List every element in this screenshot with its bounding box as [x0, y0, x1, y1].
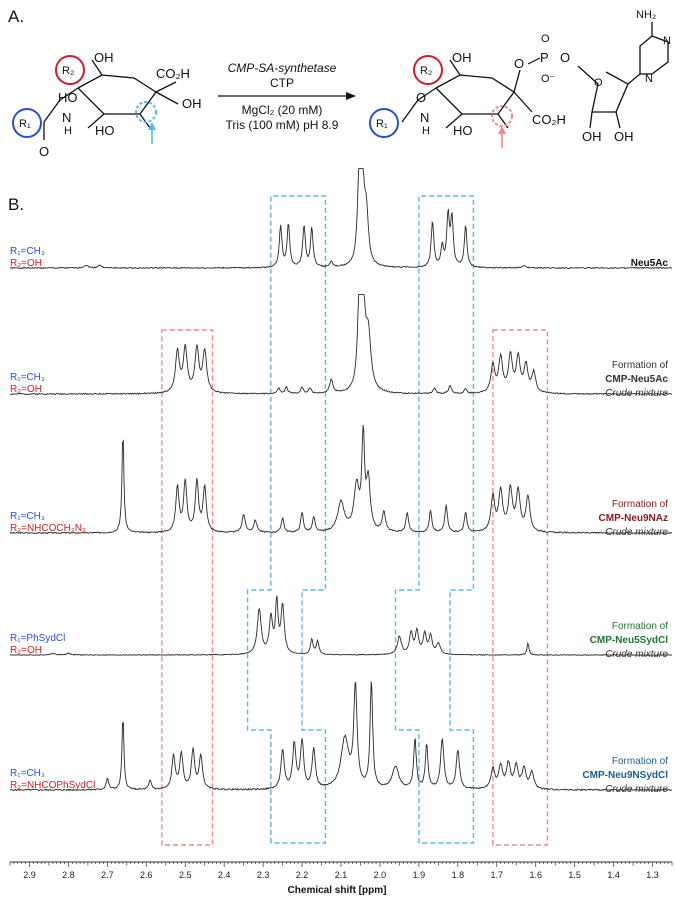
product-p-oxo: O — [541, 33, 550, 45]
row-3-r2-label: R₂=NHCOCH₂N₃ — [10, 523, 86, 534]
condition-2: Tris (100 mM) pH 8.9 — [226, 118, 339, 132]
row-1-compound-label-1: Neu5Ac — [631, 258, 669, 269]
x-tick-label: 2.7 — [101, 870, 114, 880]
row-3-compound-label-2: CMP-Neu9NAz — [599, 513, 668, 524]
row-3-compound-label-1: Formation of — [612, 499, 668, 510]
row-4-compound-label-2: CMP-Neu5SydCl — [590, 635, 669, 646]
product-p-oneg: O⁻ — [541, 73, 556, 85]
product-ribose-o: O — [594, 77, 603, 89]
spectrum-5 — [9, 681, 673, 792]
row-2-compound-label-2: CMP-Neu5Ac — [605, 374, 668, 385]
substrate-co2h: CO₂H — [156, 66, 190, 81]
x-tick-label: 2.0 — [374, 870, 387, 880]
spectrum-4 — [9, 595, 673, 656]
x-tick-label: 1.3 — [646, 870, 659, 880]
spectrum-2 — [9, 294, 673, 396]
row-2-r2-label: R₂=OH — [10, 384, 42, 395]
row-1-r2-label: R₂=OH — [10, 258, 42, 269]
row-5-compound-label-2: CMP-Neu9NSydCl — [582, 770, 668, 781]
product-oh-top: OH — [452, 50, 472, 65]
spectrum-3 — [9, 424, 673, 535]
row-5-r1-label: R₁=CH₃ — [10, 768, 45, 779]
product-cyt-n2: N — [645, 73, 653, 85]
row-4-r2-label: R₂=OH — [10, 645, 42, 656]
row-2-compound-label-1: Formation of — [612, 360, 668, 371]
row-5-compound-label-1: Formation of — [612, 756, 668, 767]
condition-1: MgCl₂ (20 mM) — [242, 103, 323, 117]
product-p: P — [540, 50, 549, 65]
x-axis: 2.9 2.8 2.7 2.6 2.5 2.4 2.3 2.2 2.1 2.0 1.9 1.8 1.7 1… — [9, 861, 673, 880]
substrate-oh-top: OH — [94, 50, 114, 65]
substrate-o: O — [39, 144, 49, 159]
x-tick-label: 2.6 — [140, 870, 153, 880]
row-4-r1-label: R₁=PhSydCl — [10, 633, 65, 644]
product-ho-left: O — [416, 90, 426, 105]
substrate-n: N — [62, 110, 71, 125]
x-tick-label: 2.5 — [179, 870, 192, 880]
x-tick-label: 1.6 — [529, 870, 542, 880]
highlight-box-red-right — [492, 329, 549, 846]
enzyme-label: CMP-SA-synthetase — [228, 61, 337, 75]
substrate-h: H — [64, 125, 72, 137]
substrate-structure: R₂ R₁ OH CO₂H HO OH N H O HO — [12, 50, 202, 159]
product-nh2: NH₂ — [636, 9, 656, 21]
product-o-link: O — [514, 56, 524, 71]
highlight-boxes — [161, 195, 549, 846]
product-h: H — [422, 125, 430, 137]
spectrum-1 — [9, 168, 673, 270]
product-co2h: CO₂H — [532, 112, 566, 127]
x-tick-label: 2.1 — [335, 870, 348, 880]
row-2-r1-label: R₁=CH₃ — [10, 372, 45, 383]
x-tick-label: 1.8 — [452, 870, 465, 880]
substrate-ho-left: HO — [58, 90, 78, 105]
substrate-ho-bottom: HO — [95, 123, 115, 138]
row-5-compound-label-3: Crude mixture — [605, 784, 668, 795]
panel-b-label: B. — [8, 195, 24, 214]
product-n: N — [420, 110, 429, 125]
product-o-ribose: O — [560, 50, 570, 65]
row-1-r1-label: R₁=CH₃ — [10, 246, 45, 257]
product-ho-bottom: HO — [453, 123, 473, 138]
product-structure: R₂ R₁ OH O P O O⁻ O O CO₂H HO N H O OH O… — [369, 9, 671, 148]
row-2-compound-label-3: Crude mixture — [605, 388, 668, 399]
x-tick-label: 2.4 — [218, 870, 231, 880]
product-ribose-oh-1: OH — [582, 129, 602, 144]
row-5-r2-label: R₂=NHCOPhSydCl — [10, 780, 95, 791]
x-tick-label: 2.8 — [62, 870, 75, 880]
nmr-spectra — [9, 168, 673, 792]
highlight-box-blue-right — [394, 195, 475, 844]
x-tick-label: 2.3 — [257, 870, 270, 880]
x-axis-title: Chemical shift [ppm] — [288, 885, 387, 896]
row-3-r1-label: R₁=CH₃ — [10, 511, 45, 522]
x-tick-label: 2.2 — [296, 870, 309, 880]
product-ribose-oh-2: OH — [614, 129, 634, 144]
highlight-box-red-left — [161, 329, 214, 846]
row-3-compound-label-3: Crude mixture — [605, 527, 668, 538]
cofactor-label: CTP — [270, 76, 294, 90]
panel-a-label: A. — [8, 7, 24, 26]
row-4-compound-label-1: Formation of — [612, 621, 668, 632]
highlight-box-blue-left — [246, 195, 327, 844]
row-4-compound-label-3: Crude mixture — [605, 649, 668, 660]
substrate-r2: R₂ — [62, 65, 74, 77]
reaction-arrow-group: CMP-SA-synthetase CTP MgCl₂ (20 mM) Tris… — [218, 61, 356, 132]
x-tick-label: 1.9 — [413, 870, 426, 880]
product-cyt-n1: N — [663, 35, 671, 47]
x-tick-label: 2.9 — [23, 870, 36, 880]
substrate-r1: R₁ — [19, 118, 31, 130]
substrate-oh-right: OH — [182, 96, 202, 111]
product-r1: R₁ — [376, 118, 388, 130]
product-r2: R₂ — [420, 65, 432, 77]
x-tick-label: 1.4 — [607, 870, 620, 880]
x-tick-label: 1.5 — [568, 870, 581, 880]
x-tick-label: 1.7 — [491, 870, 504, 880]
